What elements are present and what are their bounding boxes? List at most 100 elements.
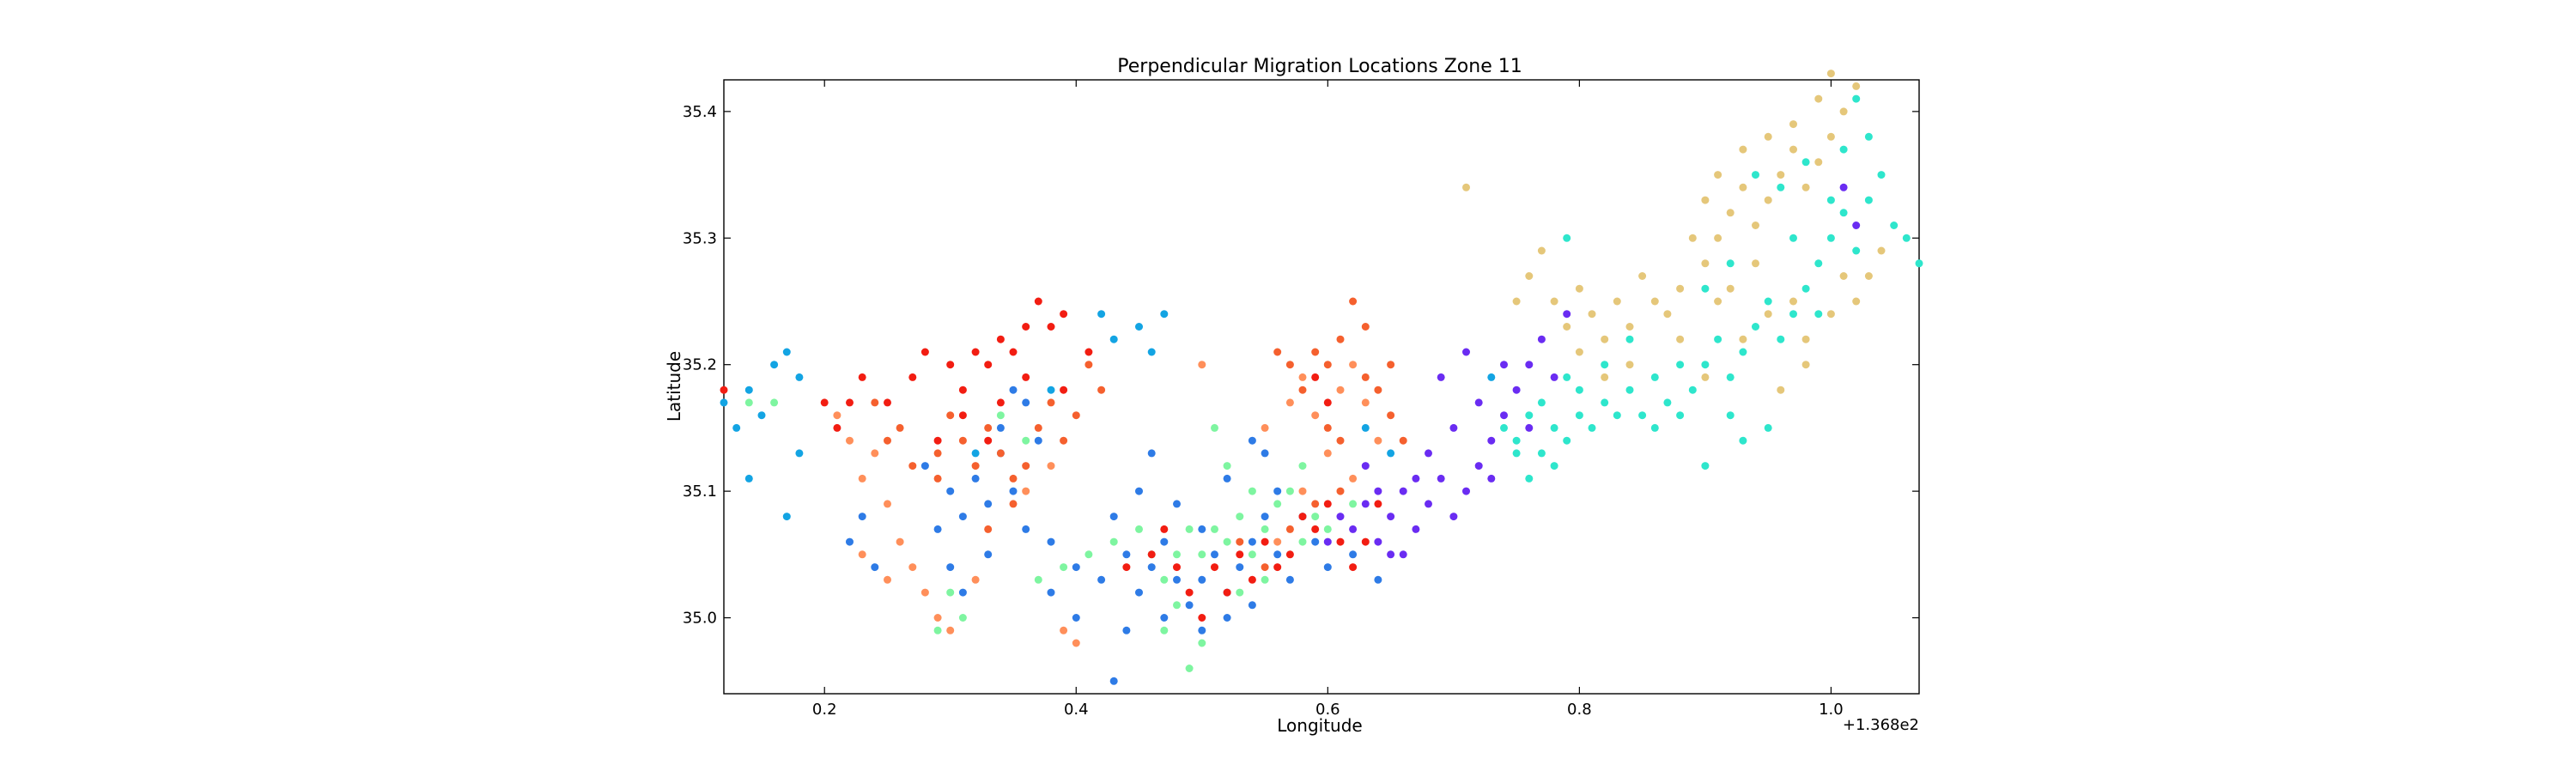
scatter-point <box>1650 423 1659 432</box>
scatter-point <box>933 436 942 445</box>
scatter-point <box>1185 665 1194 672</box>
scatter-point <box>1060 563 1068 572</box>
scatter-point <box>1072 411 1080 420</box>
scatter-point <box>1173 563 1181 572</box>
scatter-point <box>1084 361 1093 369</box>
scatter-point <box>1361 423 1370 432</box>
scatter-point <box>858 474 866 483</box>
scatter-point <box>908 462 917 470</box>
scatter-point <box>1298 373 1307 381</box>
scatter-point <box>1084 348 1093 356</box>
scatter-point <box>1726 209 1735 217</box>
scatter-point <box>1852 94 1861 103</box>
scatter-point <box>1361 398 1370 407</box>
scatter-point <box>1500 411 1508 420</box>
scatter-point <box>1135 525 1143 533</box>
scatter-point <box>1701 462 1710 470</box>
scatter-point <box>1601 335 1609 343</box>
scatter-point <box>1500 423 1508 432</box>
scatter-point <box>1625 323 1634 331</box>
scatter-point <box>1525 361 1534 369</box>
scatter-point <box>1273 563 1282 572</box>
scatter-point <box>1072 639 1080 647</box>
scatter-point <box>858 550 866 559</box>
scatter-point <box>1185 601 1194 610</box>
scatter-point <box>1877 171 1886 179</box>
y-tick-label: 35.0 <box>683 610 717 628</box>
scatter-point <box>1273 348 1282 356</box>
scatter-point <box>1726 284 1735 293</box>
scatter-point <box>1814 94 1823 103</box>
scatter-point <box>795 373 804 381</box>
scatter-point <box>1752 222 1759 229</box>
scatter-point <box>908 563 917 572</box>
scatter-point <box>1525 474 1534 483</box>
x-tick-label: 0.4 <box>1064 701 1089 719</box>
scatter-point <box>1777 183 1785 191</box>
scatter-point <box>757 411 766 420</box>
scatter-point <box>1211 550 1218 559</box>
scatter-point <box>896 537 904 546</box>
scatter-point <box>1009 385 1018 394</box>
scatter-point <box>858 513 866 521</box>
scatter-point <box>984 423 993 432</box>
scatter-point <box>1311 537 1320 546</box>
scatter-point <box>1625 385 1634 394</box>
scatter-point <box>1462 183 1470 191</box>
scatter-point <box>1047 398 1055 407</box>
scatter-point <box>1298 462 1307 470</box>
scatter-point <box>1185 588 1194 597</box>
scatter-point <box>1060 385 1068 394</box>
scatter-point <box>1563 323 1571 331</box>
scatter-point <box>1198 550 1206 559</box>
scatter-point <box>1147 550 1156 559</box>
scatter-point <box>1374 436 1382 445</box>
scatter-point <box>1374 385 1382 394</box>
scatter-point <box>770 361 779 369</box>
scatter-point <box>1311 411 1320 420</box>
scatter-point <box>1022 462 1030 470</box>
scatter-point <box>1789 310 1797 319</box>
scatter-point <box>1261 575 1269 584</box>
scatter-point <box>1009 487 1018 495</box>
scatter-point <box>1701 361 1710 369</box>
scatter-point <box>1047 588 1055 597</box>
scatter-point <box>1826 196 1835 204</box>
scatter-point <box>1198 525 1206 533</box>
scatter-point <box>933 449 942 458</box>
scatter-point <box>846 436 854 445</box>
scatter-point <box>1323 423 1332 432</box>
scatter-point <box>1160 537 1169 546</box>
scatter-point <box>1739 145 1747 154</box>
scatter-point <box>1437 474 1445 483</box>
scatter-point <box>1412 474 1420 483</box>
scatter-point <box>1223 474 1231 483</box>
scatter-point <box>1801 361 1810 369</box>
scatter-point <box>1009 474 1018 483</box>
scatter-point <box>1072 614 1080 622</box>
scatter-point <box>1537 246 1546 255</box>
scatter-point <box>1349 550 1358 559</box>
scatter-point <box>1160 575 1169 584</box>
scatter-point <box>1789 145 1797 154</box>
scatter-point <box>1789 234 1797 242</box>
x-tick-label: 0.6 <box>1315 701 1340 719</box>
scatter-point <box>958 513 967 521</box>
scatter-point <box>984 500 993 508</box>
scatter-point <box>1047 537 1055 546</box>
scatter-point <box>1839 209 1848 217</box>
scatter-point <box>1764 132 1772 141</box>
scatter-point <box>1537 398 1546 407</box>
chart-title: Perpendicular Migration Locations Zone 1… <box>1117 56 1522 77</box>
scatter-point <box>1173 575 1181 584</box>
scatter-point <box>782 513 791 521</box>
scatter-point <box>1261 449 1269 458</box>
scatter-point <box>1236 550 1244 559</box>
scatter-point <box>1374 537 1382 546</box>
scatter-point <box>1285 398 1294 407</box>
scatter-point <box>1474 462 1483 470</box>
scatter-point <box>1361 500 1370 508</box>
scatter-point <box>1789 297 1797 306</box>
scatter-point <box>744 385 753 394</box>
